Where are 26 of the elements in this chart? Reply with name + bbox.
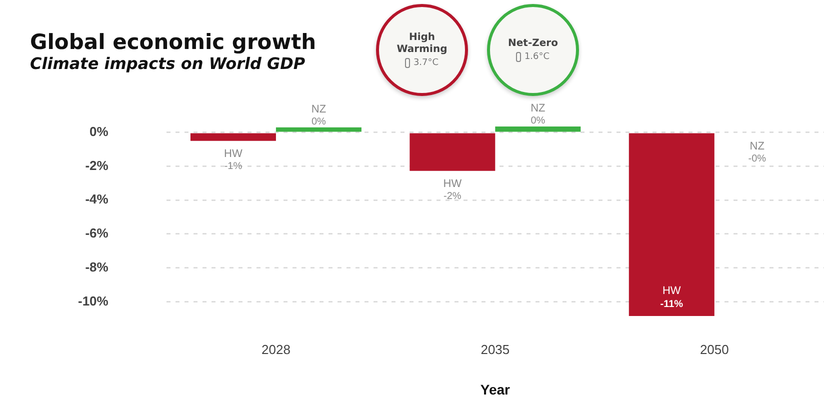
chart-title: Global economic growth	[30, 30, 316, 54]
text: HW	[443, 178, 462, 190]
data-label: -1%	[224, 160, 242, 172]
data-label: 0%	[311, 116, 326, 128]
series-label: HW	[224, 148, 243, 160]
x-tick-label: 2028	[261, 342, 290, 357]
y-tick-label: -6%	[85, 226, 109, 241]
y-tick-label: -4%	[85, 192, 109, 207]
text: NZ	[311, 103, 326, 116]
y-tick-label: -8%	[85, 259, 109, 274]
data-label: 0%	[530, 116, 546, 127]
x-tick-label: 2050	[700, 342, 729, 357]
data-label: -0%	[748, 153, 766, 164]
y-tick-label: -10%	[78, 293, 109, 308]
y-tick-label: -2%	[85, 158, 109, 173]
x-axis-title: Year	[480, 381, 511, 398]
data-label: -11%	[660, 299, 684, 310]
y-tick-label: 0%	[90, 124, 109, 140]
x-tick-label: 2035	[480, 342, 510, 357]
text: HW	[662, 285, 681, 298]
chart-subtitle: Climate impacts on World GDP	[30, 54, 306, 73]
data-label: -2%	[444, 190, 462, 202]
circle-badge: Net-Zero 1.6°C	[487, 4, 579, 96]
circle-badge: High Warming 3.7°C	[376, 4, 468, 96]
text: NZ	[530, 102, 546, 115]
series-label: NZ	[750, 140, 765, 152]
